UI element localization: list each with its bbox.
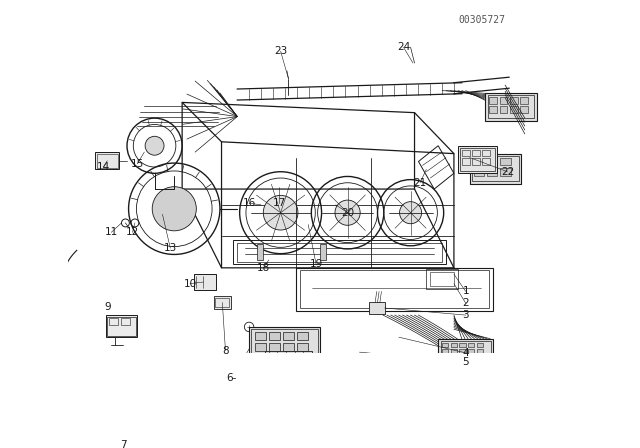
Bar (477, 349, 483, 354)
Bar (468, 343, 474, 347)
Bar (252, 329, 317, 356)
Bar (430, 272, 454, 286)
Bar (121, 318, 130, 324)
Text: 6-: 6- (227, 373, 237, 383)
Circle shape (399, 202, 422, 224)
Text: 9: 9 (104, 302, 111, 312)
Bar (490, 106, 497, 113)
Bar (214, 296, 231, 309)
Bar (442, 343, 449, 347)
Bar (234, 240, 446, 264)
Text: 15: 15 (131, 159, 144, 169)
Circle shape (152, 187, 196, 231)
Text: 1: 1 (463, 286, 469, 297)
Text: 19: 19 (309, 259, 323, 269)
Circle shape (263, 195, 298, 230)
Text: 3: 3 (463, 310, 469, 320)
Bar (426, 269, 458, 289)
Text: 4: 4 (463, 348, 469, 358)
Text: 21: 21 (413, 178, 427, 188)
Bar (485, 93, 536, 121)
Bar (97, 154, 118, 168)
Text: 22: 22 (501, 167, 514, 177)
Bar (255, 343, 266, 350)
Bar (472, 150, 480, 156)
Bar (297, 343, 308, 350)
Bar (255, 332, 266, 340)
Bar (500, 106, 508, 113)
Bar (249, 327, 320, 358)
Text: 14: 14 (97, 162, 110, 172)
Bar (438, 339, 493, 358)
Bar (95, 152, 119, 169)
Bar (460, 349, 466, 354)
Bar (283, 332, 294, 340)
Bar (458, 146, 497, 173)
Bar (487, 158, 497, 165)
Bar (265, 350, 312, 358)
Bar (500, 168, 511, 176)
Bar (297, 332, 308, 340)
Bar (440, 341, 491, 356)
Bar (460, 343, 466, 347)
Text: 16: 16 (243, 198, 256, 208)
Bar (106, 315, 137, 337)
Bar (109, 318, 118, 324)
Bar (477, 343, 483, 347)
Text: 12: 12 (126, 228, 139, 237)
Bar (490, 97, 497, 104)
Bar (257, 244, 263, 260)
Bar (510, 97, 518, 104)
Bar (483, 150, 490, 156)
Bar (320, 244, 326, 260)
Text: 00305727: 00305727 (458, 15, 505, 25)
Bar (460, 148, 495, 171)
Bar (300, 270, 490, 308)
Text: 7: 7 (120, 440, 126, 448)
Bar (474, 158, 484, 165)
Text: 18: 18 (257, 263, 270, 273)
Bar (215, 298, 229, 307)
Bar (296, 268, 493, 311)
Bar (488, 95, 534, 118)
Text: 17: 17 (273, 198, 285, 208)
Bar (520, 106, 528, 113)
Bar (194, 274, 216, 290)
Circle shape (145, 136, 164, 155)
Bar (442, 349, 449, 354)
Text: 5: 5 (463, 358, 469, 367)
Bar (500, 97, 508, 104)
Bar (108, 317, 136, 336)
Text: 20: 20 (341, 208, 354, 218)
Text: 10: 10 (184, 279, 196, 289)
Bar (237, 243, 442, 262)
Text: 8: 8 (222, 345, 228, 356)
Text: 13: 13 (164, 243, 177, 253)
Bar (472, 156, 518, 181)
Text: 24: 24 (397, 42, 410, 52)
Bar (468, 349, 474, 354)
Bar (462, 150, 470, 156)
Bar (510, 106, 518, 113)
Bar (483, 158, 490, 164)
Bar (500, 158, 511, 165)
Text: 11: 11 (104, 228, 118, 237)
Bar (520, 97, 528, 104)
Bar (269, 332, 280, 340)
Bar (283, 343, 294, 350)
Bar (470, 154, 521, 184)
Bar (462, 158, 470, 164)
Text: 2: 2 (463, 298, 469, 308)
Bar (451, 349, 457, 354)
Bar (451, 343, 457, 347)
Bar (369, 302, 385, 314)
Bar (487, 168, 497, 176)
Circle shape (335, 200, 360, 225)
Bar (472, 158, 480, 164)
Text: 23: 23 (274, 46, 287, 56)
Bar (474, 168, 484, 176)
Bar (269, 343, 280, 350)
